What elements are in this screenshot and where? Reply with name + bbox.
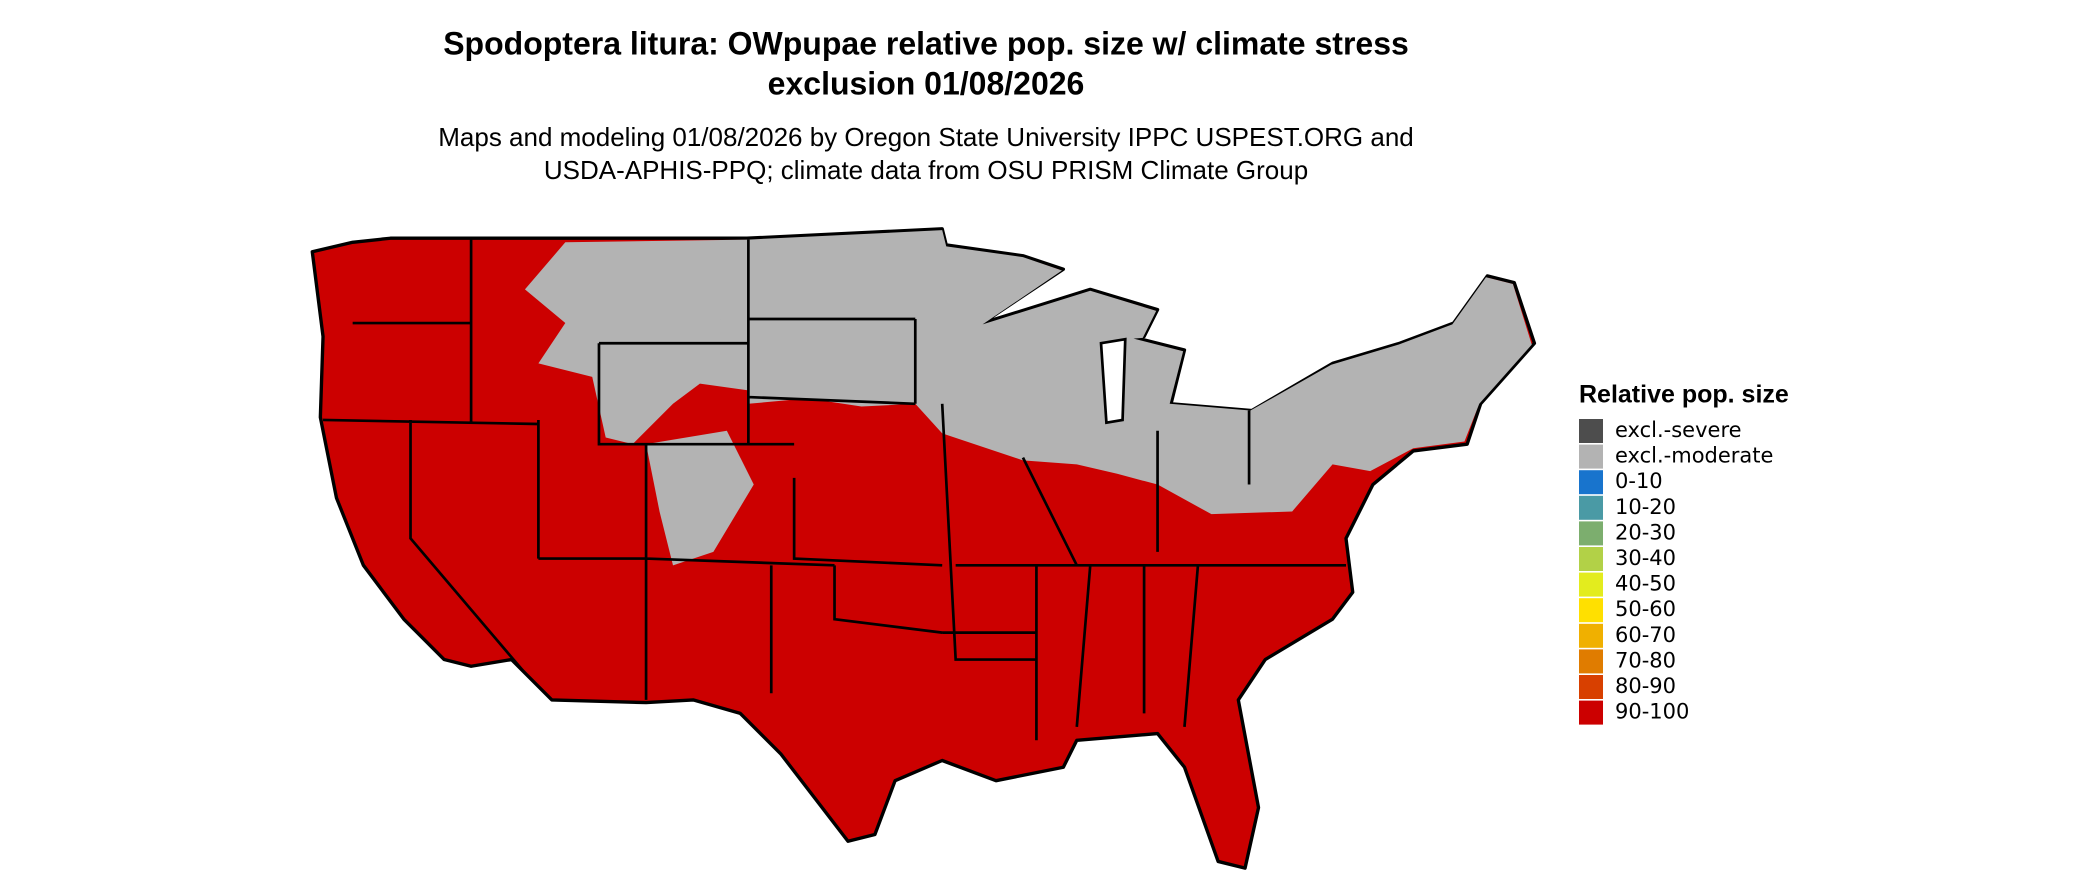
legend-swatch xyxy=(1579,700,1603,725)
legend: excl.-severeexcl.-moderate0-1010-2020-30… xyxy=(1579,418,1773,725)
legend-label: 20-30 xyxy=(1615,520,1676,544)
legend-swatch xyxy=(1579,521,1603,546)
subtitle-line: USDA-APHIS-PPQ; climate data from OSU PR… xyxy=(544,155,1308,185)
legend-swatch xyxy=(1579,675,1603,699)
excluded-region xyxy=(646,430,754,566)
state-borders xyxy=(323,239,1346,741)
legend-label: 0-10 xyxy=(1615,469,1663,493)
legend-label: 50-60 xyxy=(1615,597,1676,621)
legend-swatch xyxy=(1579,623,1603,648)
legend-label: 40-50 xyxy=(1615,572,1676,596)
legend-label: 80-90 xyxy=(1615,674,1676,698)
legend-label: 90-100 xyxy=(1615,700,1689,724)
legend-title: Relative pop. size xyxy=(1579,381,1789,409)
legend-swatch xyxy=(1579,444,1603,469)
legend-swatch xyxy=(1579,572,1603,597)
legend-label: 30-40 xyxy=(1615,546,1676,570)
legend-swatch xyxy=(1579,470,1603,495)
legend-swatch xyxy=(1579,649,1603,674)
legend-swatch xyxy=(1579,419,1603,443)
legend-label: 70-80 xyxy=(1615,648,1676,672)
title-line: exclusion 01/08/2026 xyxy=(768,65,1085,101)
legend-label: excl.-severe xyxy=(1615,418,1742,442)
legend-swatch xyxy=(1579,598,1603,623)
legend-label: 60-70 xyxy=(1615,623,1676,647)
lake xyxy=(1099,337,1127,425)
legend-label: 10-20 xyxy=(1615,495,1676,519)
excluded-region xyxy=(748,230,1532,515)
title-line: Spodoptera litura: OWpupae relative pop.… xyxy=(443,25,1409,61)
legend-swatch xyxy=(1579,495,1603,520)
subtitle-line: Maps and modeling 01/08/2026 by Oregon S… xyxy=(438,122,1414,152)
map xyxy=(310,227,1537,870)
legend-label: excl.-moderate xyxy=(1615,444,1773,468)
legend-swatch xyxy=(1579,547,1603,571)
excluded-region xyxy=(686,309,727,344)
